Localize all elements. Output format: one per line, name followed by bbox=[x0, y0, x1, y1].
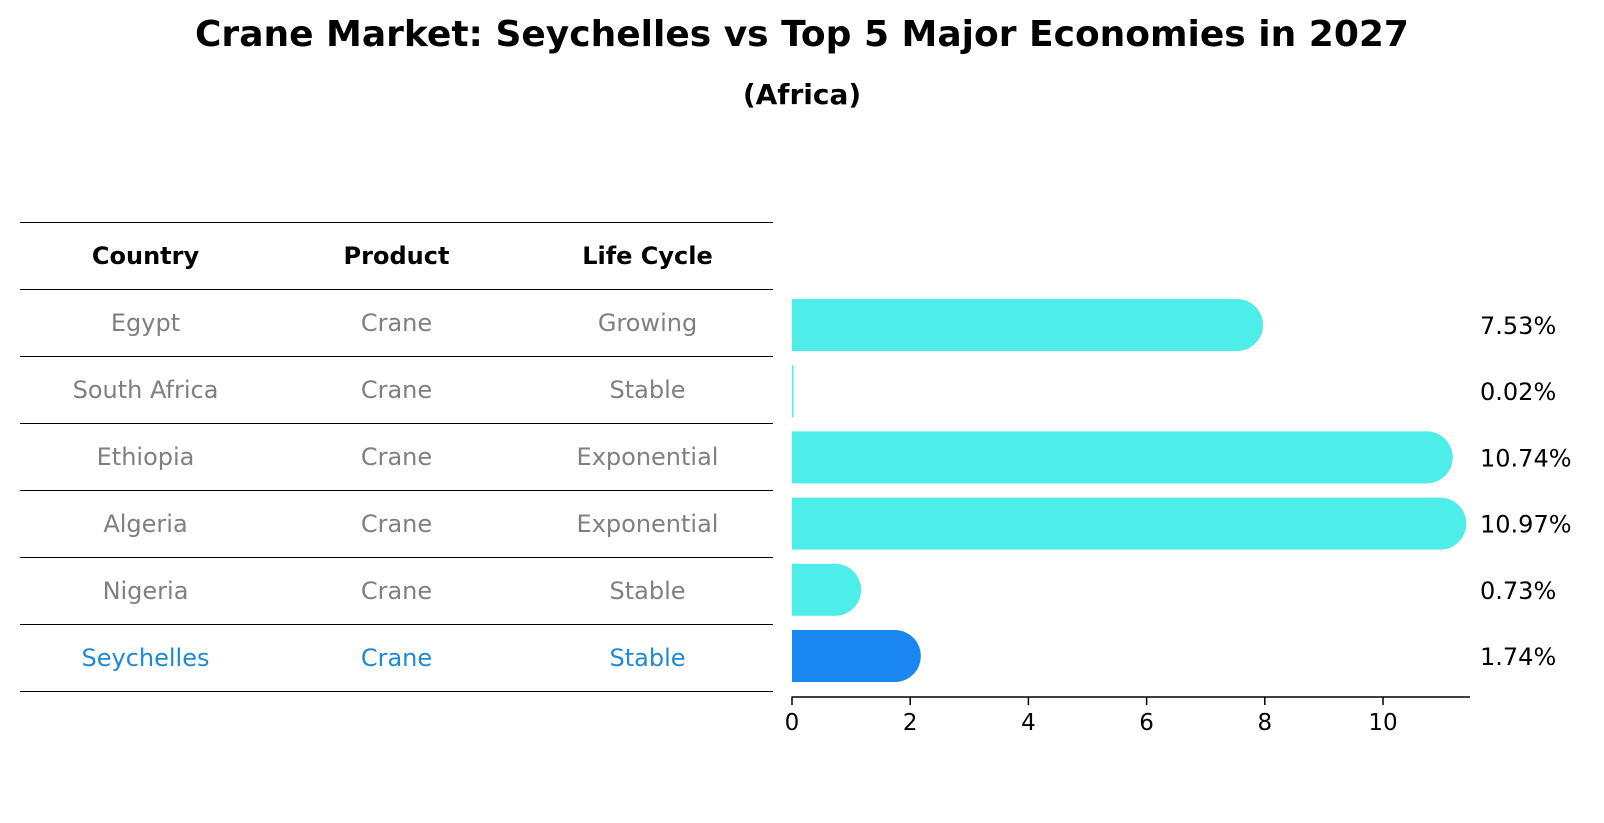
table-row: Ethiopia Crane Exponential bbox=[20, 423, 773, 490]
bar-egypt bbox=[792, 299, 1238, 351]
value-label-nigeria: 0.73% bbox=[1480, 577, 1556, 605]
x-tick-label: 8 bbox=[1257, 710, 1272, 736]
country-cell: Nigeria bbox=[102, 577, 189, 605]
value-label-ethiopia: 10.74% bbox=[1480, 444, 1572, 472]
table-row: Egypt Crane Growing bbox=[20, 289, 773, 356]
x-tick-label: 6 bbox=[1139, 710, 1154, 736]
x-tick-label: 2 bbox=[903, 710, 918, 736]
life-cycle-cell: Growing bbox=[597, 309, 698, 337]
value-label-south-africa: 0.02% bbox=[1480, 378, 1556, 406]
table-row-highlight: Seychelles Crane Stable bbox=[20, 624, 773, 692]
bar-cap-algeria bbox=[1414, 497, 1467, 550]
product-cell: Crane bbox=[360, 376, 433, 404]
product-cell: Crane bbox=[360, 577, 433, 605]
table-header-row: Country Product Life Cycle bbox=[20, 222, 773, 289]
bar-ethiopia bbox=[792, 431, 1427, 484]
table-row: Nigeria Crane Stable bbox=[20, 557, 773, 624]
product-cell: Crane bbox=[360, 443, 433, 471]
value-label-egypt: 7.53% bbox=[1480, 312, 1556, 340]
bar-cap-ethiopia bbox=[1400, 431, 1453, 484]
life-cycle-cell: Stable bbox=[609, 577, 686, 605]
table-row: Algeria Crane Exponential bbox=[20, 490, 773, 557]
country-cell: Ethiopia bbox=[96, 443, 195, 471]
value-label-seychelles: 1.74% bbox=[1480, 643, 1556, 671]
country-cell: Seychelles bbox=[81, 644, 210, 672]
x-tick-label: 0 bbox=[785, 710, 800, 736]
x-tick-label: 4 bbox=[1021, 710, 1036, 736]
x-tick-label: 10 bbox=[1368, 710, 1397, 736]
bar-cap-egypt bbox=[1211, 299, 1264, 351]
product-cell: Crane bbox=[360, 644, 433, 672]
chart-title: Crane Market: Seychelles vs Top 5 Major … bbox=[195, 14, 1409, 55]
chart-subtitle: (Africa) bbox=[742, 78, 862, 111]
life-cycle-cell: Exponential bbox=[576, 510, 719, 538]
product-cell: Crane bbox=[360, 309, 433, 337]
country-cell: South Africa bbox=[72, 376, 219, 404]
life-cycle-cell: Stable bbox=[609, 644, 686, 672]
table-row: South Africa Crane Stable bbox=[20, 356, 773, 423]
life-cycle-cell: Exponential bbox=[576, 443, 719, 471]
product-cell: Crane bbox=[360, 510, 433, 538]
country-cell: Egypt bbox=[110, 309, 181, 337]
country-cell: Algeria bbox=[103, 510, 188, 538]
bar-cap-seychelles bbox=[868, 630, 921, 682]
value-label-algeria: 10.97% bbox=[1480, 511, 1572, 539]
header-country: Country bbox=[91, 242, 200, 270]
life-cycle-cell: Stable bbox=[609, 376, 686, 404]
bar-south-africa bbox=[792, 365, 794, 418]
market-table: Country Product Life Cycle Egypt Crane G… bbox=[20, 222, 773, 692]
bar-cap-nigeria bbox=[809, 563, 862, 616]
bar-algeria bbox=[792, 497, 1441, 550]
header-product: Product bbox=[343, 242, 450, 270]
header-life-cycle: Life Cycle bbox=[582, 242, 713, 270]
